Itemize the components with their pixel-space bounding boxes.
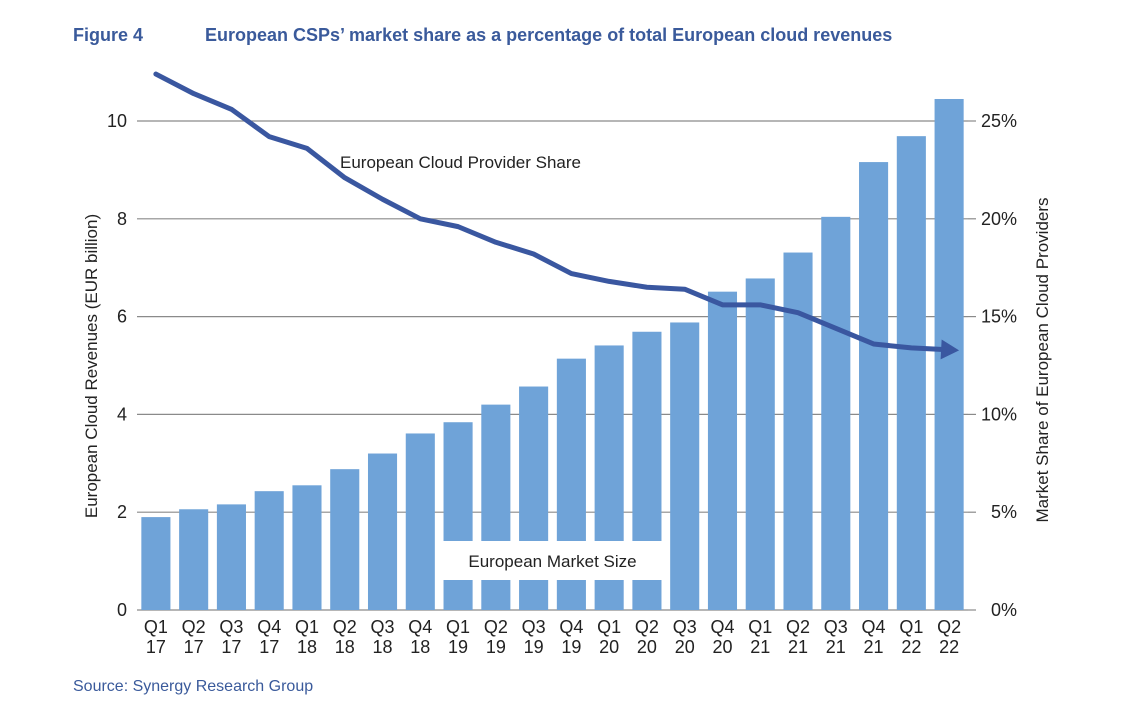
- x-tick-quarter: Q1: [446, 617, 470, 637]
- left-axis-title: European Cloud Revenues (EUR billion): [82, 214, 101, 518]
- left-tick-label: 6: [117, 307, 127, 327]
- left-tick-label: 0: [117, 600, 127, 620]
- annotation-market-size: European Market Size: [468, 552, 636, 571]
- bar: [367, 453, 398, 610]
- right-axis-ticks: 0% 5% 10% 15% 20% 25%: [981, 111, 1017, 620]
- x-tick-quarter: Q1: [597, 617, 621, 637]
- right-tick-label: 15%: [981, 307, 1017, 327]
- x-tick-quarter: Q2: [333, 617, 357, 637]
- market-size-label-background: [437, 541, 666, 580]
- x-tick-year: 17: [146, 637, 166, 657]
- bar: [896, 136, 926, 610]
- bar: [670, 322, 700, 610]
- right-tick-label: 20%: [981, 209, 1017, 229]
- share-line: [153, 71, 946, 353]
- x-tick-year: 22: [901, 637, 921, 657]
- bar: [179, 509, 209, 610]
- x-tick-quarter: Q4: [408, 617, 432, 637]
- line-series-provider-share: [153, 71, 960, 360]
- x-tick-year: 17: [259, 637, 279, 657]
- bar: [859, 162, 889, 611]
- x-axis-ticks: Q117Q217Q317Q417Q118Q218Q318Q418Q119Q219…: [144, 617, 961, 657]
- right-tick-label: 0%: [991, 600, 1017, 620]
- bar: [216, 504, 246, 610]
- x-tick-year: 20: [599, 637, 619, 657]
- x-tick-quarter: Q2: [484, 617, 508, 637]
- x-tick-quarter: Q2: [786, 617, 810, 637]
- bar: [821, 216, 851, 610]
- left-tick-label: 8: [117, 209, 127, 229]
- x-tick-quarter: Q1: [295, 617, 319, 637]
- x-tick-quarter: Q4: [257, 617, 281, 637]
- x-tick-quarter: Q3: [371, 617, 395, 637]
- left-axis-ticks: 0 2 4 6 8 10: [107, 111, 127, 620]
- bar: [783, 252, 813, 610]
- x-tick-year: 20: [712, 637, 732, 657]
- x-tick-year: 17: [184, 637, 204, 657]
- right-tick-label: 10%: [981, 404, 1017, 424]
- bar: [292, 485, 322, 610]
- line-arrowhead: [940, 339, 960, 360]
- annotation-provider-share: European Cloud Provider Share: [340, 153, 581, 172]
- bar: [707, 291, 738, 610]
- x-tick-year: 18: [410, 637, 430, 657]
- x-tick-year: 19: [524, 637, 544, 657]
- bar-series-market-size: [141, 98, 964, 611]
- x-tick-year: 19: [561, 637, 581, 657]
- source-note: Source: Synergy Research Group: [73, 678, 314, 695]
- figure-title: European CSPs’ market share as a percent…: [205, 25, 893, 45]
- right-tick-label: 5%: [991, 502, 1017, 522]
- x-tick-year: 18: [373, 637, 393, 657]
- right-tick-label: 25%: [981, 111, 1017, 131]
- x-tick-quarter: Q3: [219, 617, 243, 637]
- x-tick-quarter: Q2: [937, 617, 961, 637]
- x-tick-quarter: Q1: [748, 617, 772, 637]
- left-tick-label: 4: [117, 404, 127, 424]
- bar: [141, 517, 171, 610]
- x-tick-year: 19: [486, 637, 506, 657]
- x-tick-quarter: Q3: [522, 617, 546, 637]
- x-tick-quarter: Q1: [899, 617, 923, 637]
- bar: [745, 278, 775, 610]
- x-tick-quarter: Q2: [635, 617, 659, 637]
- left-tick-label: 2: [117, 502, 127, 522]
- bar: [443, 422, 473, 610]
- x-tick-year: 21: [750, 637, 770, 657]
- x-tick-quarter: Q4: [710, 617, 734, 637]
- bar: [405, 433, 435, 610]
- x-tick-quarter: Q4: [559, 617, 583, 637]
- x-tick-year: 20: [675, 637, 695, 657]
- x-tick-year: 21: [826, 637, 846, 657]
- x-tick-quarter: Q3: [673, 617, 697, 637]
- bar: [330, 469, 360, 610]
- x-tick-year: 18: [335, 637, 355, 657]
- x-tick-year: 21: [864, 637, 884, 657]
- x-tick-year: 19: [448, 637, 468, 657]
- x-tick-year: 22: [939, 637, 959, 657]
- figure-label: Figure 4: [73, 25, 144, 45]
- right-axis-title: Market Share of European Cloud Providers: [1033, 197, 1052, 522]
- left-tick-label: 10: [107, 111, 127, 131]
- x-tick-quarter: Q3: [824, 617, 848, 637]
- x-tick-year: 20: [637, 637, 657, 657]
- x-tick-year: 18: [297, 637, 317, 657]
- x-tick-year: 17: [221, 637, 241, 657]
- bar: [254, 491, 284, 610]
- x-tick-quarter: Q1: [144, 617, 168, 637]
- x-tick-quarter: Q2: [182, 617, 206, 637]
- x-tick-year: 21: [788, 637, 808, 657]
- x-tick-quarter: Q4: [862, 617, 886, 637]
